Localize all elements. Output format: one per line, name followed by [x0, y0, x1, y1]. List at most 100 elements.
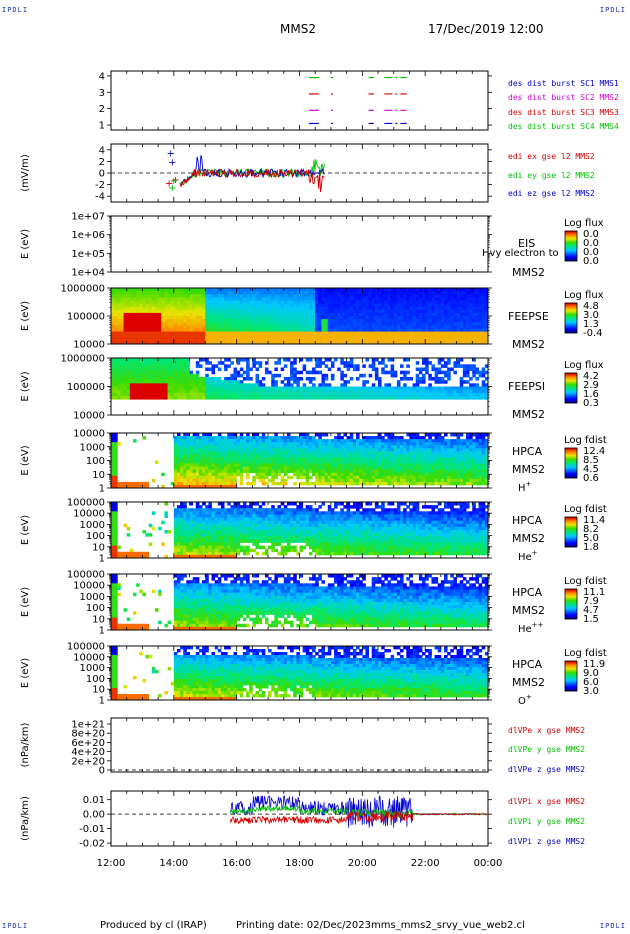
spec-cell: [447, 309, 451, 314]
spec-cell: [283, 472, 288, 477]
spec-cell: [114, 389, 118, 394]
spec-cell: [139, 484, 143, 489]
spec-cell: [198, 364, 203, 368]
spec-cell: [154, 377, 159, 381]
spec-cell: [484, 389, 489, 394]
spec-cell: [274, 380, 278, 384]
spec-cell: [283, 469, 288, 474]
spec-cell: [359, 445, 363, 449]
spec-cell: [406, 300, 410, 304]
spec-cell: [246, 469, 250, 474]
spec-cell: [371, 319, 376, 323]
spec-cell: [283, 442, 288, 446]
spec-cell: [129, 364, 134, 368]
spec-cell: [154, 361, 159, 365]
spec-cell: [255, 442, 260, 446]
spec-cell: [249, 383, 253, 387]
spec-cell: [312, 466, 316, 471]
spec-cell: [129, 373, 134, 378]
spec-cell: [230, 460, 234, 464]
spec-cell: [255, 383, 260, 387]
spec-cell: [264, 481, 269, 486]
spec-cell: [170, 312, 175, 317]
spec-cell: [261, 448, 266, 452]
spec-cell: [274, 466, 278, 471]
spec-cell: [217, 325, 222, 329]
spec-cell: [198, 377, 203, 381]
spec-cell: [359, 460, 363, 464]
spec-cell: [381, 475, 385, 480]
spec-cell: [327, 457, 332, 461]
spec-cell: [189, 325, 194, 329]
spec-cell: [164, 309, 168, 314]
spec-cell: [318, 481, 322, 486]
spec-cell: [255, 334, 260, 339]
spec-cell: [444, 303, 448, 308]
spec-cell: [154, 373, 159, 378]
spec-cell: [249, 392, 253, 397]
spec-cell: [161, 484, 165, 489]
spec-cell: [343, 331, 348, 336]
spec-cell: [233, 436, 238, 440]
spec-cell: [349, 340, 354, 345]
spec-cell: [312, 291, 316, 295]
spec-cell: [327, 358, 332, 362]
spec-cell: [164, 361, 168, 365]
spec-cell: [324, 377, 329, 381]
spec-cell: [217, 392, 222, 397]
spec-cell: [346, 361, 351, 365]
spec-cell: [343, 316, 348, 320]
spec-cell: [164, 373, 168, 378]
spec-cell: [186, 337, 190, 342]
spec-cell: [381, 291, 385, 295]
spec-cell: [315, 331, 319, 336]
spec-cell: [444, 340, 448, 345]
spec-cell: [343, 478, 348, 483]
spec-cell: [154, 383, 159, 387]
spec-cell: [425, 294, 429, 298]
spec-cell: [123, 389, 128, 394]
spec-cell: [117, 303, 121, 308]
spec-cell: [220, 297, 225, 301]
spec-cell: [183, 445, 187, 449]
spec-cell: [180, 436, 184, 440]
spec-cell: [346, 389, 351, 394]
spec-cell: [384, 294, 388, 298]
spec-cell: [277, 312, 282, 317]
spec-cell: [233, 472, 238, 477]
spec-cell: [349, 433, 354, 437]
spec-cell: [330, 328, 335, 332]
spec-cell: [378, 291, 382, 295]
spec-cell: [129, 389, 134, 394]
spec-cell: [158, 377, 162, 381]
spec-cell: [161, 396, 165, 400]
spec-cell: [324, 433, 329, 437]
spec-cell: [255, 288, 260, 292]
spec-cell: [220, 334, 225, 339]
spec-cell: [403, 334, 407, 339]
spec-cell: [170, 386, 175, 391]
spec-cell: [393, 396, 398, 400]
spec-cell: [214, 340, 219, 345]
colorbar-cell: [565, 394, 577, 396]
spec-cell: [315, 316, 319, 320]
spec-cell: [170, 328, 175, 332]
spec-cell: [356, 319, 360, 323]
spec-cell: [151, 328, 156, 332]
spec-cell: [167, 337, 172, 342]
spec-cell: [189, 319, 194, 323]
spec-cell: [283, 383, 288, 387]
spec-cell: [123, 380, 128, 384]
spec-cell: [195, 448, 200, 452]
spec-cell: [330, 478, 335, 483]
spec-cell: [356, 389, 360, 394]
spec-cell: [117, 389, 121, 394]
spec-cell: [290, 303, 294, 308]
spec-cell: [400, 316, 404, 320]
spec-cell: [224, 469, 228, 474]
spec-cell: [120, 380, 124, 384]
spec-cell: [393, 319, 398, 323]
spec-cell: [434, 377, 439, 381]
spec-cell: [136, 288, 140, 292]
spec-cell: [233, 328, 238, 332]
